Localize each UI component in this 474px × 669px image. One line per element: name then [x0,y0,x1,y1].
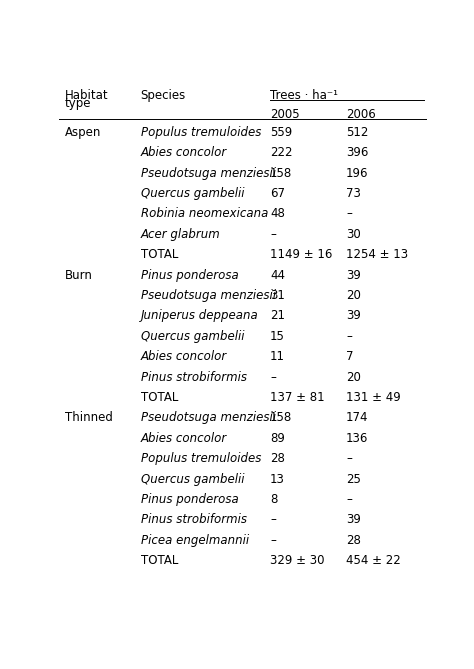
Text: Populus tremuloides: Populus tremuloides [141,126,261,138]
Text: Picea engelmannii: Picea engelmannii [141,534,249,547]
Text: Pseudotsuga menziesii: Pseudotsuga menziesii [141,411,275,424]
Text: –: – [346,452,352,465]
Text: 2006: 2006 [346,108,376,121]
Text: Pseudotsuga menziesii: Pseudotsuga menziesii [141,167,275,179]
Text: Abies concolor: Abies concolor [141,350,227,363]
Text: 136: 136 [346,432,368,445]
Text: TOTAL: TOTAL [141,554,178,567]
Text: Species: Species [141,89,186,102]
Text: 396: 396 [346,146,368,159]
Text: 7: 7 [346,350,354,363]
Text: 73: 73 [346,187,361,200]
Text: 1149 ± 16: 1149 ± 16 [270,248,332,261]
Text: Acer glabrum: Acer glabrum [141,227,220,241]
Text: Trees · ha⁻¹: Trees · ha⁻¹ [270,89,338,102]
Text: TOTAL: TOTAL [141,391,178,404]
Text: 28: 28 [270,452,285,465]
Text: 11: 11 [270,350,285,363]
Text: –: – [270,227,276,241]
Text: 131 ± 49: 131 ± 49 [346,391,401,404]
Text: –: – [270,371,276,383]
Text: 137 ± 81: 137 ± 81 [270,391,325,404]
Text: Habitat: Habitat [64,89,108,102]
Text: 1254 ± 13: 1254 ± 13 [346,248,408,261]
Text: Burn: Burn [64,268,92,282]
Text: 196: 196 [346,167,368,179]
Text: –: – [346,493,352,506]
Text: 25: 25 [346,472,361,486]
Text: –: – [346,330,352,343]
Text: Quercus gambelii: Quercus gambelii [141,330,244,343]
Text: Quercus gambelii: Quercus gambelii [141,472,244,486]
Text: Aspen: Aspen [64,126,101,138]
Text: 31: 31 [270,289,285,302]
Text: type: type [64,97,91,110]
Text: 67: 67 [270,187,285,200]
Text: TOTAL: TOTAL [141,248,178,261]
Text: 39: 39 [346,513,361,527]
Text: 2005: 2005 [270,108,300,121]
Text: –: – [346,207,352,220]
Text: 8: 8 [270,493,277,506]
Text: 512: 512 [346,126,368,138]
Text: –: – [270,513,276,527]
Text: 48: 48 [270,207,285,220]
Text: 39: 39 [346,268,361,282]
Text: 454 ± 22: 454 ± 22 [346,554,401,567]
Text: Pseudotsuga menziesii: Pseudotsuga menziesii [141,289,275,302]
Text: 13: 13 [270,472,285,486]
Text: 28: 28 [346,534,361,547]
Text: 20: 20 [346,289,361,302]
Text: 39: 39 [346,309,361,322]
Text: 30: 30 [346,227,361,241]
Text: 21: 21 [270,309,285,322]
Text: Pinus strobiformis: Pinus strobiformis [141,513,246,527]
Text: Abies concolor: Abies concolor [141,432,227,445]
Text: 174: 174 [346,411,368,424]
Text: –: – [270,534,276,547]
Text: Pinus strobiformis: Pinus strobiformis [141,371,246,383]
Text: 559: 559 [270,126,292,138]
Text: 158: 158 [270,411,292,424]
Text: 15: 15 [270,330,285,343]
Text: 158: 158 [270,167,292,179]
Text: 329 ± 30: 329 ± 30 [270,554,325,567]
Text: Pinus ponderosa: Pinus ponderosa [141,493,238,506]
Text: Juniperus deppeana: Juniperus deppeana [141,309,258,322]
Text: Abies concolor: Abies concolor [141,146,227,159]
Text: 44: 44 [270,268,285,282]
Text: Quercus gambelii: Quercus gambelii [141,187,244,200]
Text: 222: 222 [270,146,292,159]
Text: Robinia neomexicana: Robinia neomexicana [141,207,268,220]
Text: 89: 89 [270,432,285,445]
Text: Populus tremuloides: Populus tremuloides [141,452,261,465]
Text: Thinned: Thinned [64,411,112,424]
Text: Pinus ponderosa: Pinus ponderosa [141,268,238,282]
Text: 20: 20 [346,371,361,383]
